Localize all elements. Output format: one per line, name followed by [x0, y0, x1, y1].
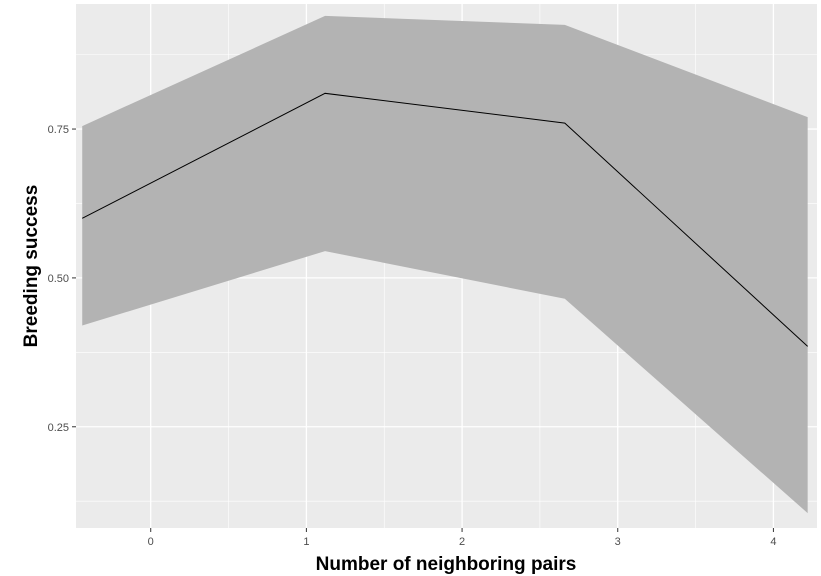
- x-tick-label: 1: [303, 536, 309, 548]
- confidence-band: [82, 15, 808, 514]
- y-axis-title: Breeding success: [21, 185, 42, 348]
- x-tick-label: 3: [615, 536, 621, 548]
- y-tick-label: 0.50: [48, 273, 69, 285]
- y-tick-label: 0.25: [48, 422, 69, 434]
- y-axis: 0.25 0.50 0.75: [48, 124, 76, 434]
- line-layer: [81, 92, 808, 347]
- y-tick-label: 0.75: [48, 124, 69, 136]
- fitted-line: [81, 92, 808, 347]
- x-axis-title: Number of neighboring pairs: [316, 554, 577, 575]
- confidence-band-layer: [82, 15, 808, 514]
- x-tick-label: 0: [148, 536, 154, 548]
- x-tick-label: 4: [770, 536, 776, 548]
- x-axis: 0 1 2 3 4: [148, 528, 776, 548]
- x-tick-label: 2: [459, 536, 465, 548]
